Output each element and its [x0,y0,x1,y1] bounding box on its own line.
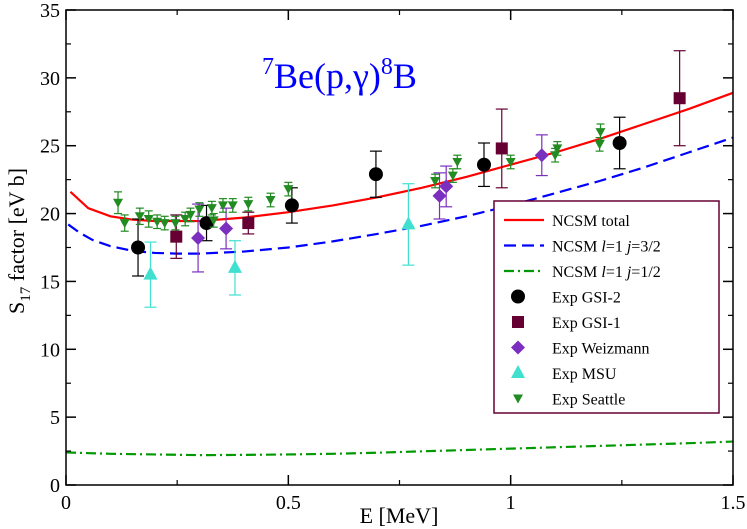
data-point [113,198,124,208]
y-tick-label: 20 [40,204,60,226]
y-tick-label: 10 [40,339,60,361]
data-point [612,136,627,150]
y-axis-title-s: S [4,302,29,314]
y-tick-label: 30 [40,68,60,90]
data-point [134,212,145,222]
legend-label: NCSM l=1 j=1/2 [552,264,661,281]
data-point [265,196,276,205]
data-point [180,215,191,224]
series-exp-gsi-2 [131,116,627,277]
series-exp-gsi-1 [170,50,686,259]
data-point [194,205,205,215]
data-point [284,198,299,213]
title-boron: B [393,56,417,96]
legend-marker-swatch [512,316,524,328]
data-point [495,142,508,155]
legend-marker-swatch [511,365,525,378]
experimental-points [113,50,686,308]
y-tick-label: 15 [40,271,60,293]
data-point [170,219,181,229]
data-point [283,185,294,195]
legend-item: Exp GSI-2 [511,289,621,307]
data-point [143,266,158,280]
legend-label: Exp Weizmann [552,341,650,358]
series-exp-weizmann [191,134,549,273]
data-point [552,144,563,154]
data-point [227,201,238,211]
x-tick-label: 1.5 [721,492,746,514]
y-tick-label: 35 [40,0,60,22]
legend: NCSM total NCSM l=1 j=3/2 NCSM l=1 j=1/2 Ex… [493,200,720,414]
data-point [505,158,516,167]
series-exp-msu [143,183,416,308]
legend-item: NCSM l=1 j=3/2 [504,239,661,256]
data-point [143,215,154,224]
data-point [368,167,383,182]
legend-label: Exp MSU [552,366,617,383]
data-point [227,259,242,273]
y-axis-title-rest: factor [eV b] [4,168,29,287]
y-tick-label: 5 [50,407,60,429]
data-point [673,92,686,105]
legend-label: Exp GSI-2 [552,290,621,307]
x-axis-title: E [MeV] [360,503,439,528]
title-mass-number-8: 8 [381,54,393,80]
data-point [170,230,183,243]
y-tick-label: 25 [40,136,60,158]
x-tick-label: 0.5 [276,492,301,514]
data-point [131,240,146,255]
data-point [447,171,458,181]
data-point [185,210,196,220]
data-point [208,216,219,226]
data-point [594,140,605,150]
data-point [191,231,206,245]
axes: 0 0.5 1 1.5 0 5 10 15 20 25 30 35 [40,0,746,514]
data-point [401,216,416,230]
y-tick-label: 0 [50,475,60,497]
data-point [452,158,463,167]
data-point [243,200,254,210]
legend-label: NCSM l=1 j=3/2 [552,239,661,256]
legend-item: NCSM l=1 j=1/2 [504,264,661,281]
title-mass-number-7: 7 [262,54,274,80]
data-point [219,221,234,236]
data-point [476,157,491,172]
chart-title: 7Be(p,γ)8B [262,54,417,96]
data-point [242,217,255,230]
data-point [119,219,130,229]
x-tick-label: 1 [506,492,516,514]
data-point [430,177,441,186]
legend-marker-swatch [513,394,523,404]
data-point [159,219,170,229]
y-axis-title-subscript: 17 [18,286,34,302]
legend-item: Exp GSI-1 [512,315,621,332]
data-point [534,148,549,163]
title-main: Be(p,γ) [274,56,381,96]
legend-label: Exp Seattle [552,392,625,409]
legend-item: Exp Weizmann [511,340,650,358]
data-point [152,217,163,227]
legend-marker-swatch [511,289,525,304]
y-axis-title: S17 factor [eV b] [4,168,34,314]
data-point [206,204,217,214]
data-point [595,128,606,138]
legend-marker-swatch [511,340,525,355]
legend-box [493,200,720,414]
legend-label: Exp GSI-1 [552,315,621,332]
series-exp-seattle [113,123,606,232]
data-point [432,188,447,203]
legend-item: Exp MSU [511,365,617,383]
legend-item: Exp Seattle [513,392,625,409]
legend-label: NCSM total [552,213,630,230]
data-point [217,201,228,211]
x-tick-label: 0 [61,492,71,514]
legend-item: NCSM total [504,213,630,230]
